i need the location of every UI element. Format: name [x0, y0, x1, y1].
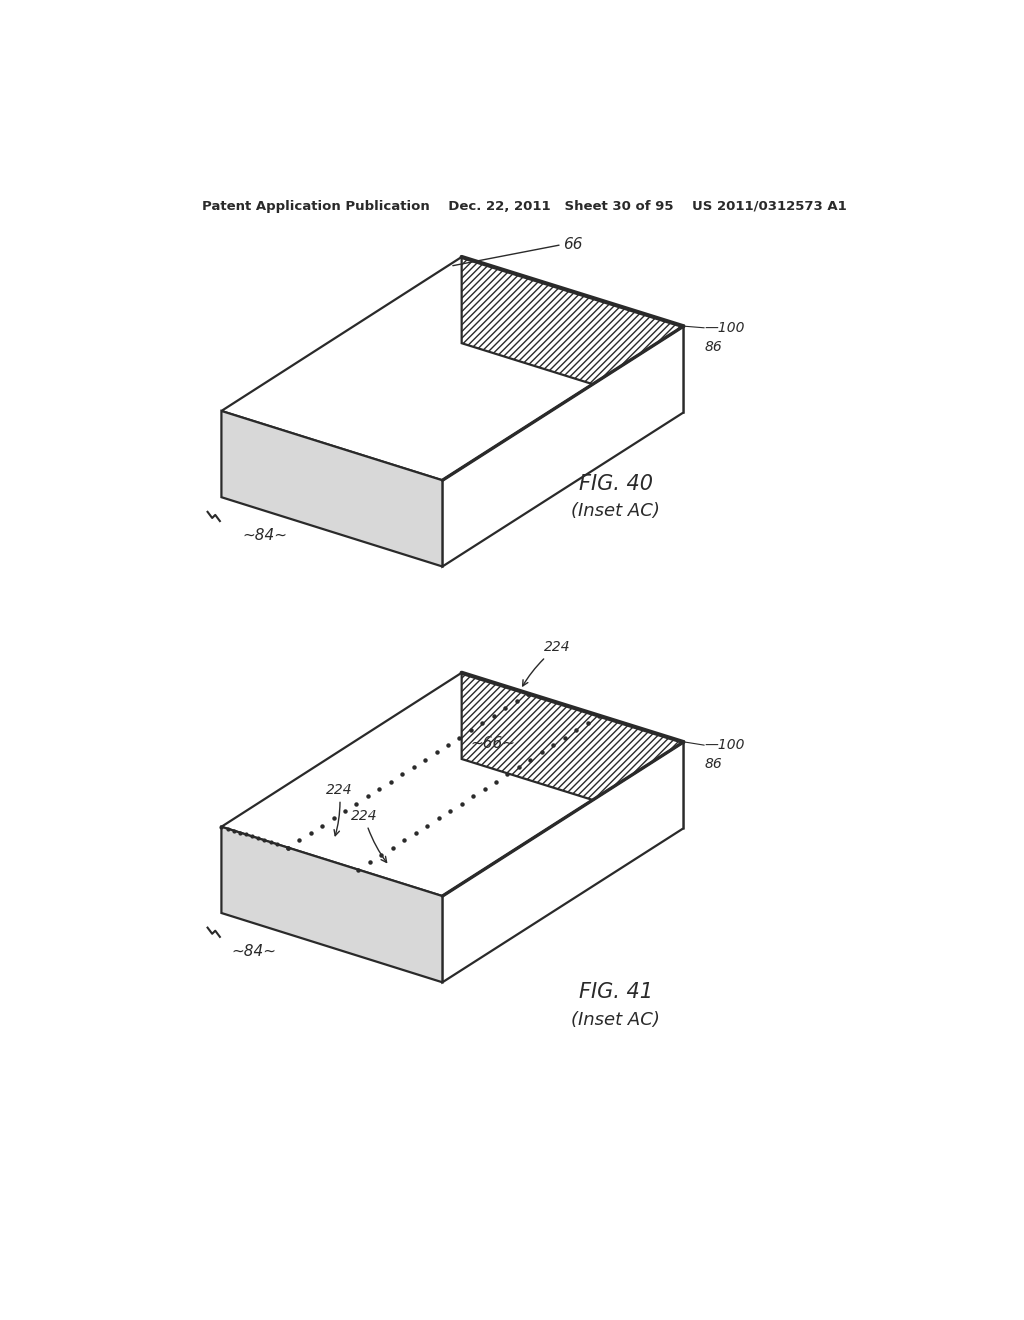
Polygon shape — [221, 826, 442, 982]
Polygon shape — [221, 673, 683, 896]
Text: —100: —100 — [705, 738, 744, 752]
Text: (Inset AC): (Inset AC) — [571, 503, 660, 520]
Polygon shape — [221, 411, 442, 566]
Text: FIG. 41: FIG. 41 — [579, 982, 652, 1002]
Text: 86: 86 — [705, 758, 722, 771]
Text: —100: —100 — [705, 321, 744, 335]
Text: FIG. 40: FIG. 40 — [579, 474, 652, 494]
Polygon shape — [462, 673, 683, 829]
Text: ~84~: ~84~ — [243, 528, 288, 544]
Text: 224: 224 — [522, 640, 570, 686]
Polygon shape — [442, 326, 683, 566]
Polygon shape — [462, 257, 683, 412]
Polygon shape — [221, 257, 683, 480]
Text: 86: 86 — [705, 341, 722, 354]
Text: (Inset AC): (Inset AC) — [571, 1011, 660, 1028]
Text: Patent Application Publication    Dec. 22, 2011   Sheet 30 of 95    US 2011/0312: Patent Application Publication Dec. 22, … — [203, 199, 847, 213]
Polygon shape — [442, 742, 683, 982]
Text: 66: 66 — [563, 238, 583, 252]
Text: ~84~: ~84~ — [231, 944, 276, 960]
Text: 224: 224 — [351, 809, 387, 862]
Text: 224: 224 — [327, 783, 353, 836]
Text: ~66~: ~66~ — [470, 737, 515, 751]
